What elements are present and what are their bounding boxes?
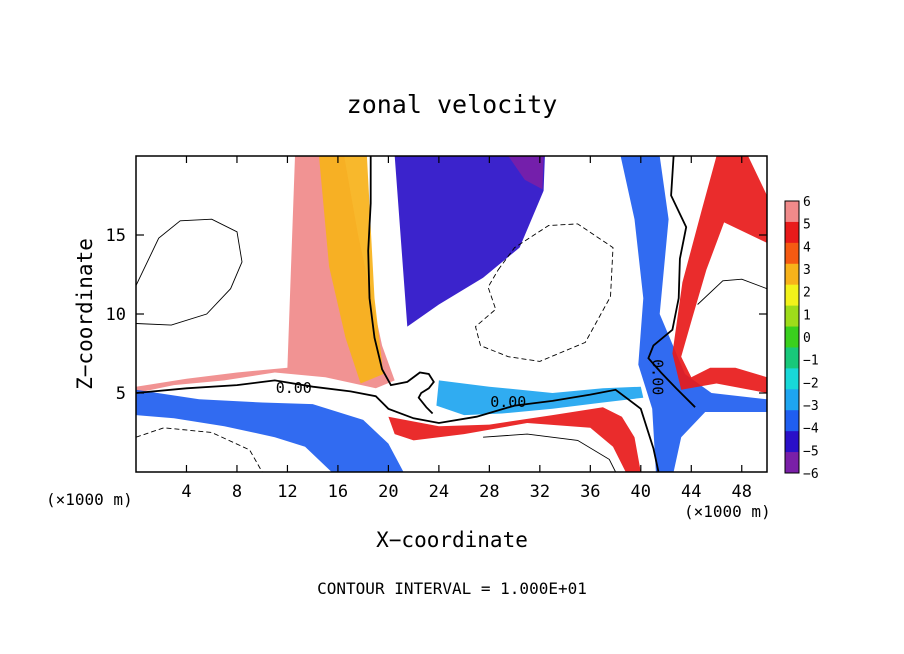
colorbar-tick-label-10: −4 (803, 422, 819, 437)
x-axis-label: X−coordinate (376, 528, 528, 552)
zero-contour-1 (367, 156, 435, 415)
positive-contour-1 (483, 433, 617, 472)
x-tick-label-7: 32 (530, 482, 550, 502)
contour-lines (136, 156, 767, 472)
colorbar-segment-1 (785, 221, 799, 244)
colorbar-frame (784, 200, 800, 474)
x-tick-label-3: 16 (328, 482, 348, 502)
colorbar-tick-label-11: −5 (803, 444, 819, 459)
colorbar-tick-label-4: 2 (803, 286, 811, 301)
colorbar-segment-5 (785, 305, 799, 327)
y-tick-label-1: 10 (106, 305, 126, 325)
colorbar-segment-12 (785, 452, 799, 474)
colorbar-tick-label-9: −3 (803, 399, 819, 414)
field-region-2 (394, 156, 545, 327)
colorbar-segment-4 (785, 284, 799, 307)
colorbar-tick-label-8: −2 (803, 376, 819, 391)
colorbar-segment-8 (785, 368, 799, 390)
negative-contour-1 (136, 427, 263, 472)
colorbar-segment-3 (785, 263, 799, 286)
field-region-8 (388, 407, 641, 472)
field-region-5 (672, 156, 767, 393)
x-tick-label-9: 40 (631, 482, 651, 502)
positive-contour-0 (136, 218, 243, 326)
x-unit-label-right: (×1000 m) (684, 502, 771, 521)
contour-interval-note: CONTOUR INTERVAL = 1.000E+01 (317, 579, 587, 598)
colorbar-segment-6 (785, 326, 799, 348)
colorbar-tick-label-0: 6 (803, 195, 811, 210)
x-tick-label-6: 28 (479, 482, 499, 502)
colorbar-segment-9 (785, 389, 799, 411)
x-tick-label-2: 12 (277, 482, 297, 502)
x-unit-label-left: (×1000 m) (46, 490, 133, 509)
field-region-1 (319, 156, 384, 384)
x-tick-label-4: 20 (378, 482, 398, 502)
colorbar-tick-label-5: 1 (803, 308, 811, 323)
y-tick-label-0: 5 (116, 384, 126, 404)
negative-contour-0 (474, 223, 614, 362)
zero-contour-0 (136, 379, 660, 472)
y-tick-label-2: 15 (106, 226, 126, 246)
velocity-field (136, 156, 767, 472)
colorbar-tick-label-2: 4 (803, 240, 811, 255)
colorbar-tick-label-12: −6 (803, 467, 819, 482)
field-region-4 (620, 156, 767, 472)
colorbar-tick-label-6: 0 (803, 331, 811, 346)
chart-title: zonal velocity (347, 90, 558, 119)
x-tick-label-10: 44 (681, 482, 701, 502)
field-region-6 (136, 389, 404, 472)
colorbar-tick-labels: 6 5 4 3 2 1 0 −1 −2 −3 −4 −5 −6 (803, 195, 819, 482)
x-tick-label-8: 36 (580, 482, 600, 502)
axis-ticks (136, 156, 767, 472)
x-tick-label-1: 8 (232, 482, 242, 502)
contour-label-1: 0.00 (490, 393, 526, 411)
colorbar-tick-label-3: 3 (803, 263, 811, 278)
x-tick-label-11: 48 (732, 482, 752, 502)
contour-label-2: 0.00 (649, 359, 667, 395)
plot-area: 0.00 0.00 0.00 (135, 155, 768, 473)
x-tick-label-0: 4 (181, 482, 191, 502)
colorbar (784, 200, 800, 474)
zero-contour-2 (647, 156, 696, 408)
field-region-3 (508, 156, 544, 190)
colorbar-tick-label-1: 5 (803, 218, 811, 233)
colorbar-segment-7 (785, 347, 799, 369)
colorbar-tick-label-7: −1 (803, 354, 819, 369)
x-axis-tick-labels: 4 8 12 16 20 24 28 32 36 40 44 48 (181, 482, 752, 502)
colorbar-segment-0 (785, 201, 799, 223)
x-tick-label-5: 24 (429, 482, 449, 502)
positive-contour-2 (697, 278, 767, 305)
field-region-7 (436, 380, 644, 416)
contour-labels: 0.00 0.00 0.00 (276, 359, 667, 411)
colorbar-segment-11 (785, 431, 799, 453)
colorbar-segment-10 (785, 410, 799, 432)
y-axis-label: Z−coordinate (73, 238, 97, 390)
contour-label-0: 0.00 (276, 379, 312, 397)
y-axis-tick-labels: 5 10 15 (106, 226, 126, 404)
colorbar-segment-2 (785, 242, 799, 265)
